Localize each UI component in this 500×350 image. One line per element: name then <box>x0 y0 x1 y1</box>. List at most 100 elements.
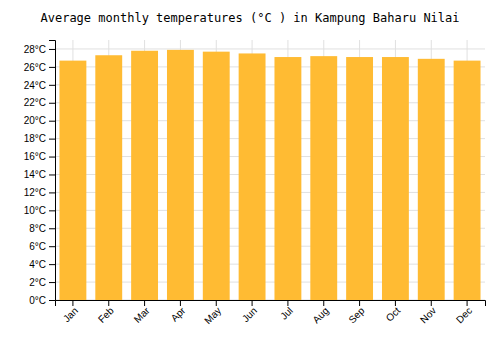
tick: 22°C <box>24 97 55 108</box>
tick-mark <box>49 49 55 50</box>
tick-label: 18°C <box>24 133 46 144</box>
tick-label: May <box>202 305 223 326</box>
tick-mark <box>49 246 55 247</box>
grid <box>55 40 485 300</box>
tick-mark <box>49 228 55 229</box>
tick: 18°C <box>24 133 55 144</box>
bar <box>382 57 409 300</box>
tick: May <box>202 300 223 326</box>
tick-label: 22°C <box>24 97 46 108</box>
tick-label: 10°C <box>24 205 46 216</box>
tick: Mar <box>132 300 152 325</box>
tick: Apr <box>169 300 188 324</box>
tick-label: 26°C <box>24 62 46 73</box>
tick: 26°C <box>24 62 55 73</box>
tick-mark <box>467 300 468 306</box>
tick-mark <box>49 67 55 68</box>
tick-mark <box>49 139 55 140</box>
tick: 0°C <box>29 295 55 306</box>
bar <box>346 57 373 300</box>
tick: 28°C <box>24 44 55 55</box>
tick: Aug <box>310 300 330 325</box>
tick: Dec <box>454 300 474 325</box>
x-axis: Jan Feb Mar Apr May Jun Jul Aug Sep Oct Nov Dec <box>56 300 486 326</box>
y-axis: 0°C 2°C 4°C 6°C 8°C 10°C 12°C 14°C 16°C 18°C 20°C 2… <box>24 41 56 306</box>
axis-line <box>49 41 56 301</box>
tick: Jan <box>61 300 80 324</box>
tick-label: Dec <box>454 305 474 325</box>
tick-mark <box>49 174 55 175</box>
tick-label: Jul <box>278 305 295 322</box>
chart: 0°C 2°C 4°C 6°C 8°C 10°C 12°C 14°C 16°C 18°C 20°C 2… <box>0 0 500 350</box>
tick-mark <box>72 300 73 306</box>
tick-mark <box>144 300 145 306</box>
tick-label: Feb <box>96 305 116 325</box>
tick: 10°C <box>24 205 55 216</box>
bar <box>418 59 445 300</box>
tick: 2°C <box>29 277 55 288</box>
tick-label: Aug <box>310 305 330 325</box>
tick-mark <box>323 300 324 306</box>
tick-label: 6°C <box>29 241 46 252</box>
tick: Nov <box>418 300 438 325</box>
tick-mark <box>49 300 55 301</box>
tick: 14°C <box>24 169 55 180</box>
tick-mark <box>49 192 55 193</box>
tick-mark <box>49 157 55 158</box>
tick: Feb <box>96 300 116 325</box>
bar <box>167 50 194 300</box>
tick-label: 16°C <box>24 151 46 162</box>
bar <box>59 61 86 300</box>
bar <box>95 55 122 300</box>
tick-label: 14°C <box>24 169 46 180</box>
tick-label: Sep <box>346 305 367 326</box>
tick-mark <box>49 121 55 122</box>
tick: 24°C <box>24 80 55 91</box>
bars <box>59 50 480 300</box>
tick-label: 20°C <box>24 115 46 126</box>
tick-label: Jun <box>240 305 259 324</box>
bar <box>274 57 301 300</box>
tick-mark <box>108 300 109 306</box>
tick-label: Mar <box>132 304 152 324</box>
tick-label: 24°C <box>24 80 46 91</box>
tick: 12°C <box>24 187 55 198</box>
tick-label: 2°C <box>29 277 46 288</box>
tick-label: 0°C <box>29 295 46 306</box>
tick-mark <box>252 300 253 306</box>
tick: 4°C <box>29 259 55 270</box>
tick-mark <box>49 264 55 265</box>
tick: Sep <box>346 300 367 325</box>
tick: 8°C <box>29 223 55 234</box>
axis-line <box>56 301 486 307</box>
tick-mark <box>395 300 396 306</box>
tick-mark <box>431 300 432 306</box>
tick-mark <box>49 210 55 211</box>
grid-line <box>55 48 485 49</box>
tick-label: 28°C <box>24 44 46 55</box>
tick-mark <box>49 85 55 86</box>
tick-label: Oct <box>384 305 403 324</box>
tick: 6°C <box>29 241 55 252</box>
tick-label: Nov <box>418 305 438 325</box>
tick-label: Apr <box>169 304 188 323</box>
tick: Jun <box>240 300 259 324</box>
tick-label: Jan <box>61 305 80 324</box>
bar <box>203 52 230 300</box>
plot: 0°C 2°C 4°C 6°C 8°C 10°C 12°C 14°C 16°C 18°C 20°C 2… <box>24 40 486 326</box>
tick-label: 8°C <box>29 223 46 234</box>
bar <box>131 51 158 300</box>
tick: 20°C <box>24 115 55 126</box>
tick-mark <box>49 282 55 283</box>
tick-mark <box>287 300 288 306</box>
tick-mark <box>359 300 360 306</box>
tick: Jul <box>278 300 295 322</box>
tick-mark <box>180 300 181 306</box>
tick: Oct <box>384 300 403 324</box>
tick-mark <box>49 103 55 104</box>
bar <box>239 53 266 300</box>
tick: 16°C <box>24 151 55 162</box>
tick-mark <box>216 300 217 306</box>
bar <box>310 56 337 300</box>
title: Average monthly temperatures (°C ) in Ka… <box>40 11 459 25</box>
